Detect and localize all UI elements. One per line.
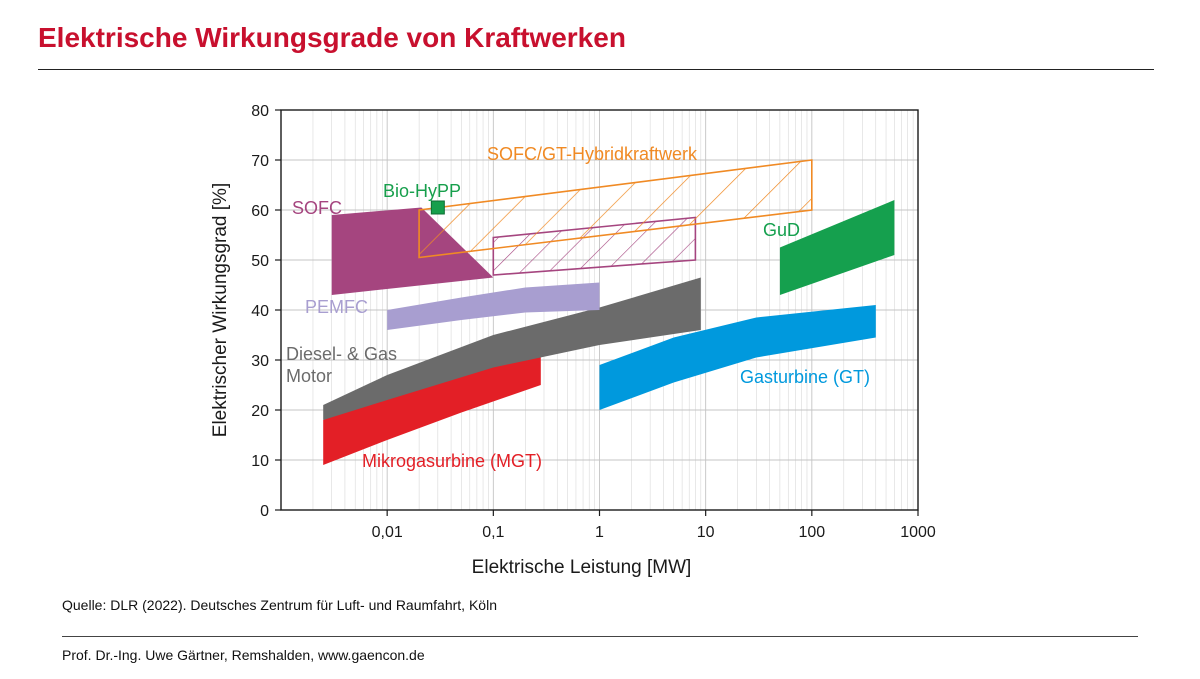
diesel-area	[323, 277, 701, 420]
x-tick-label: 1000	[900, 524, 936, 541]
gud-area	[779, 200, 895, 295]
sofc-area	[331, 207, 494, 295]
x-axis-title: Elektrische Leistung [MW]	[472, 557, 692, 578]
sofc-gt-label: SOFC/GT-Hybridkraftwerk	[487, 144, 698, 164]
x-tick-label: 100	[798, 524, 825, 541]
x-tick-label: 10	[697, 524, 715, 541]
footer-author: Prof. Dr.-Ing. Uwe Gärtner, Remshalden, …	[62, 647, 425, 663]
y-tick-label: 30	[251, 353, 269, 370]
sofc-gt-area	[418, 159, 813, 259]
x-tick-label: 1	[595, 524, 604, 541]
title-divider	[38, 69, 1154, 70]
mgt-label: Mikrogasurbine (MGT)	[362, 451, 542, 471]
gt-label: Gasturbine (GT)	[740, 367, 870, 387]
y-tick-label: 10	[251, 453, 269, 470]
x-tick-label: 0,01	[372, 524, 403, 541]
y-tick-label: 70	[251, 153, 269, 170]
y-axis-title: Elektrischer Wirkungsgrad [%]	[210, 183, 231, 437]
y-tick-label: 80	[251, 103, 269, 120]
y-tick-label: 50	[251, 253, 269, 270]
bio-hypp-marker	[430, 200, 445, 215]
footer-divider	[62, 636, 1138, 637]
gt-area	[599, 305, 876, 410]
label-layer: Mikrogasurbine (MGT) Diesel- & Gas Motor PE…	[286, 144, 870, 471]
mgt-area	[323, 342, 541, 465]
slide-title: Elektrische Wirkungsgrade von Kraftwerke…	[38, 22, 626, 53]
y-tick-label: 0	[260, 503, 269, 520]
diesel-label: Diesel- & Gas Motor	[286, 344, 397, 386]
axis-layer: 0,01 0,1 1 10 100 1000 0 10 20 30 40 50 60 70 80 Elektr…	[210, 103, 936, 578]
y-tick-label: 40	[251, 303, 269, 320]
x-tick-label: 0,1	[482, 524, 504, 541]
y-tick-label: 60	[251, 203, 269, 220]
source-citation: Quelle: DLR (2022). Deutsches Zentrum fü…	[62, 597, 497, 613]
gud-label: GuD	[763, 220, 800, 240]
pemfc-area	[387, 282, 600, 330]
bio-hypp-label: Bio-HyPP	[383, 181, 461, 201]
pemfc-label: PEMFC	[305, 297, 368, 317]
y-tick-label: 20	[251, 403, 269, 420]
area-layer	[323, 159, 895, 465]
sofc-label: SOFC	[292, 198, 342, 218]
